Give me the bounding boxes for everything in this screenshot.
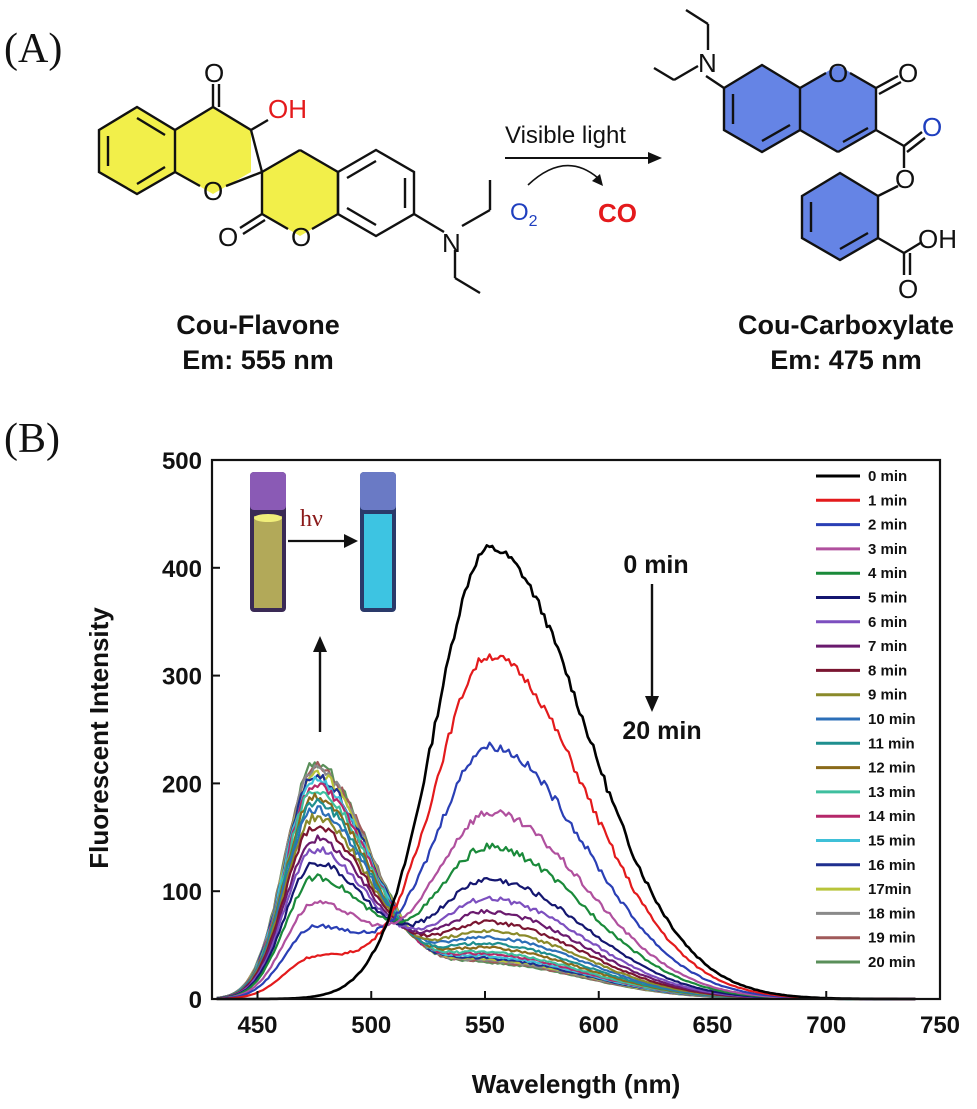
y-tick-label-200: 200 [162,771,202,798]
reactant-n: N [442,228,461,258]
up-arrow-head [313,636,327,652]
product-emission: Em: 475 nm [770,345,922,375]
reagent-curve [527,164,599,186]
legend-label-2: 2 min [868,517,907,534]
legend-label-11: 11 min [868,735,915,752]
x-tick-label-450: 450 [237,1012,277,1039]
product-oh: OH [918,224,957,254]
product-name: Cou-Carboxylate [738,310,954,340]
product-o-acid: O [898,274,918,304]
x-axis: 450 500 550 600 650 700 750 [237,991,960,1039]
reactant-pyranone-fill [175,107,251,194]
reactant-o-top: O [204,58,224,88]
vial-before-cap [250,472,286,510]
product-o-ester: O [895,164,915,194]
vial-inset: hν [250,472,396,612]
x-axis-label: Wavelength (nm) [472,1069,680,1099]
panel-a-label: (A) [4,26,62,72]
y-axis: 0 100 200 300 400 500 [162,448,220,1014]
series-line-5 [216,861,916,1001]
reactant-name: Cou-Flavone [176,310,340,340]
reagent-curve-head [592,174,603,186]
legend-label-19: 19 min [868,930,916,947]
legend-label-0: 0 min [868,468,907,485]
legend-label-10: 10 min [868,711,916,728]
fluorescence-chart: 450 500 550 600 650 700 750 0 100 200 300 400 500 W… [84,448,960,1099]
product-lactone-fill [800,65,876,152]
reactant-coumarin-benzene [336,148,416,238]
reactant-o-ring2: O [291,222,311,252]
legend-label-18: 18 min [868,905,916,922]
vial-after-cap [360,472,396,510]
legend-label-16: 16 min [868,857,916,874]
reaction-arrow-head [648,152,662,164]
plot-lines [216,544,916,1001]
reactant-emission: Em: 555 nm [182,345,334,375]
legend-label-1: 1 min [868,492,907,509]
x-tick-label-600: 600 [579,1012,619,1039]
y-tick-label-100: 100 [162,879,202,906]
legend-label-4: 4 min [868,565,907,582]
product-structure [653,8,926,275]
inset-arrow-head [344,534,358,548]
x-tick-label-650: 650 [692,1012,732,1039]
series-line-0 [216,544,916,1001]
series-line-14 [216,782,916,1001]
reactant-benzene-fill [99,107,175,194]
annotation-end: 20 min [622,717,701,745]
vial-after-liquid [364,514,392,608]
reactant-oh: OH [268,94,307,124]
legend-label-12: 12 min [868,760,916,777]
byproduct-co: CO [598,198,637,228]
y-tick-label-0: 0 [189,987,202,1014]
reactant-structure [97,84,492,295]
product-phenyl [800,171,880,262]
product-o-carbonyl: O [898,58,918,88]
legend-label-9: 9 min [868,687,907,704]
reaction-condition: Visible light [505,122,626,149]
x-tick-label-750: 750 [920,1012,960,1039]
panel-b-label: (B) [4,416,60,462]
legend-label-14: 14 min [868,808,916,825]
x-tick-label-550: 550 [465,1012,505,1039]
legend: 0 min 1 min 2 min 3 min 4 min 5 min 6 min 7 min… [816,468,916,971]
reagent-o2: O2 [510,199,538,230]
plot-frame [210,458,942,1001]
product-o-ester-dbl: O [922,112,942,142]
x-tick-label-500: 500 [351,1012,391,1039]
reactant-o-ring: O [203,176,223,206]
inset-hv-label: hν [300,506,323,532]
legend-label-20: 20 min [868,954,916,971]
product-n: N [698,48,717,78]
product-o-ring: O [828,58,848,88]
x-tick-label-700: 700 [806,1012,846,1039]
reactant-lactone-fill [262,150,338,236]
y-axis-label: Fluorescent Intensity [84,607,114,869]
legend-label-15: 15 min [868,833,916,850]
time-arrow-head [645,696,659,712]
legend-label-5: 5 min [868,590,907,607]
product-benzene-fill [724,65,800,152]
reactant-o-lactone: O [218,222,238,252]
vial-before-liquid [254,516,282,608]
legend-label-17: 17min [868,881,911,898]
y-tick-label-500: 500 [162,448,202,475]
vial-before-meniscus [254,514,282,522]
legend-label-3: 3 min [868,541,907,558]
y-tick-label-300: 300 [162,664,202,691]
legend-label-6: 6 min [868,614,907,631]
y-tick-label-400: 400 [162,556,202,583]
legend-label-7: 7 min [868,638,907,655]
annotation-start: 0 min [623,551,688,579]
legend-label-8: 8 min [868,662,907,679]
legend-label-13: 13 min [868,784,916,801]
product-phenyl-fill [802,173,878,260]
series-line-6 [216,846,916,1001]
